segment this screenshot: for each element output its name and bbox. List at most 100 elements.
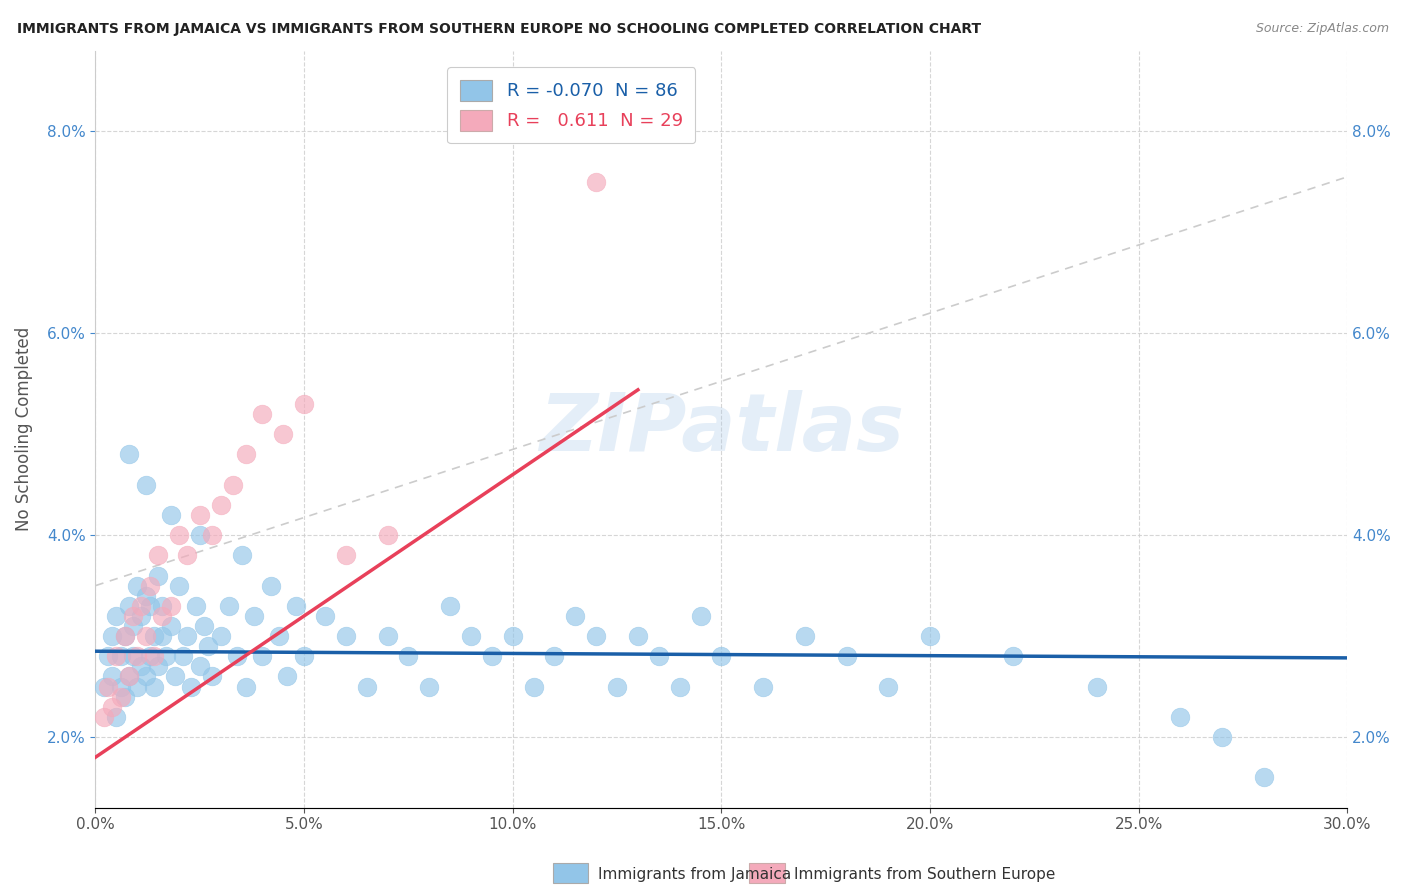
Text: Immigrants from Southern Europe: Immigrants from Southern Europe	[794, 867, 1056, 881]
Point	[418, 680, 440, 694]
Point	[460, 629, 482, 643]
Point	[118, 669, 141, 683]
Point	[135, 589, 157, 603]
Point	[793, 629, 815, 643]
Point	[127, 680, 149, 694]
Point	[252, 407, 274, 421]
Point	[172, 649, 194, 664]
Point	[523, 680, 546, 694]
Point	[146, 659, 169, 673]
Point	[396, 649, 419, 664]
Point	[180, 680, 202, 694]
Point	[135, 629, 157, 643]
Point	[131, 599, 153, 613]
Point	[481, 649, 503, 664]
Point	[377, 629, 399, 643]
Point	[235, 680, 257, 694]
Point	[150, 629, 173, 643]
Point	[131, 608, 153, 623]
Point	[142, 680, 165, 694]
Point	[159, 508, 181, 522]
Point	[335, 629, 357, 643]
Point	[292, 649, 315, 664]
Point	[155, 649, 177, 664]
Point	[131, 659, 153, 673]
Point	[93, 680, 115, 694]
Point	[284, 599, 307, 613]
Point	[146, 549, 169, 563]
Point	[1253, 771, 1275, 785]
Text: IMMIGRANTS FROM JAMAICA VS IMMIGRANTS FROM SOUTHERN EUROPE NO SCHOOLING COMPLETE: IMMIGRANTS FROM JAMAICA VS IMMIGRANTS FR…	[17, 22, 981, 37]
Point	[150, 599, 173, 613]
Point	[146, 568, 169, 582]
Point	[439, 599, 461, 613]
Point	[138, 649, 160, 664]
Point	[167, 579, 190, 593]
Point	[252, 649, 274, 664]
Point	[502, 629, 524, 643]
Point	[101, 629, 124, 643]
Point	[201, 669, 224, 683]
Point	[122, 649, 145, 664]
Point	[209, 498, 232, 512]
Point	[276, 669, 298, 683]
Point	[114, 690, 136, 704]
Point	[118, 599, 141, 613]
Point	[159, 599, 181, 613]
Point	[243, 608, 266, 623]
Point	[114, 629, 136, 643]
Point	[122, 608, 145, 623]
Point	[585, 175, 607, 189]
Point	[110, 690, 132, 704]
Point	[184, 599, 207, 613]
Point	[918, 629, 941, 643]
Point	[222, 477, 245, 491]
Point	[188, 528, 211, 542]
Point	[176, 549, 198, 563]
Point	[142, 649, 165, 664]
Point	[209, 629, 232, 643]
Point	[218, 599, 240, 613]
Point	[668, 680, 690, 694]
Point	[101, 699, 124, 714]
Point	[689, 608, 711, 623]
Point	[543, 649, 565, 664]
Point	[127, 649, 149, 664]
Point	[127, 579, 149, 593]
Point	[377, 528, 399, 542]
Point	[142, 629, 165, 643]
Point	[835, 649, 858, 664]
Point	[201, 528, 224, 542]
Point	[167, 528, 190, 542]
Point	[585, 629, 607, 643]
Point	[163, 669, 186, 683]
Point	[292, 397, 315, 411]
Point	[135, 477, 157, 491]
Point	[93, 710, 115, 724]
Point	[260, 579, 283, 593]
Text: ZIPatlas: ZIPatlas	[538, 390, 904, 468]
Point	[135, 669, 157, 683]
Point	[1085, 680, 1108, 694]
Legend: R = -0.070  N = 86, R =   0.611  N = 29: R = -0.070 N = 86, R = 0.611 N = 29	[447, 67, 696, 144]
Point	[188, 508, 211, 522]
Point	[138, 579, 160, 593]
Point	[877, 680, 900, 694]
Text: Source: ZipAtlas.com: Source: ZipAtlas.com	[1256, 22, 1389, 36]
Point	[118, 447, 141, 461]
Point	[97, 649, 120, 664]
Point	[110, 680, 132, 694]
Point	[118, 669, 141, 683]
Point	[1002, 649, 1025, 664]
Text: Immigrants from Jamaica: Immigrants from Jamaica	[598, 867, 792, 881]
Point	[335, 549, 357, 563]
Point	[110, 649, 132, 664]
Point	[188, 659, 211, 673]
Point	[159, 619, 181, 633]
Point	[105, 710, 128, 724]
Point	[271, 427, 294, 442]
Point	[226, 649, 249, 664]
Point	[606, 680, 628, 694]
Point	[105, 649, 128, 664]
Y-axis label: No Schooling Completed: No Schooling Completed	[15, 327, 32, 532]
